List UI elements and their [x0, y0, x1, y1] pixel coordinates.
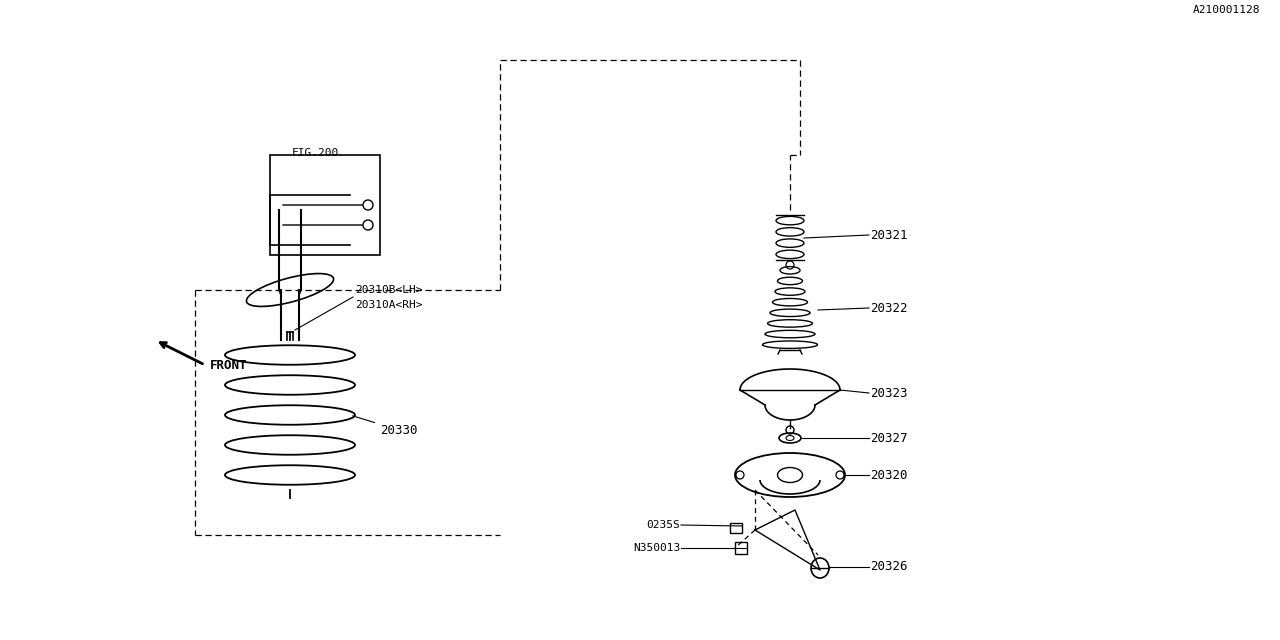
Bar: [735, 542, 748, 554]
Text: 20310B<LH>: 20310B<LH>: [355, 285, 422, 295]
Text: A210001128: A210001128: [1193, 5, 1260, 15]
Text: 20322: 20322: [870, 301, 908, 314]
Text: 20321: 20321: [870, 228, 908, 241]
Text: FIG.200: FIG.200: [292, 148, 339, 158]
Text: 0235S: 0235S: [646, 520, 680, 530]
Text: 20320: 20320: [870, 468, 908, 481]
Text: 20330: 20330: [353, 416, 417, 436]
Text: N350013: N350013: [632, 543, 680, 553]
Text: 20323: 20323: [870, 387, 908, 399]
Text: 20327: 20327: [870, 431, 908, 445]
Bar: [730, 523, 742, 533]
Bar: [270, 155, 380, 255]
Text: 20310A<RH>: 20310A<RH>: [355, 300, 422, 310]
Text: FRONT: FRONT: [210, 358, 247, 371]
Text: 20326: 20326: [870, 561, 908, 573]
